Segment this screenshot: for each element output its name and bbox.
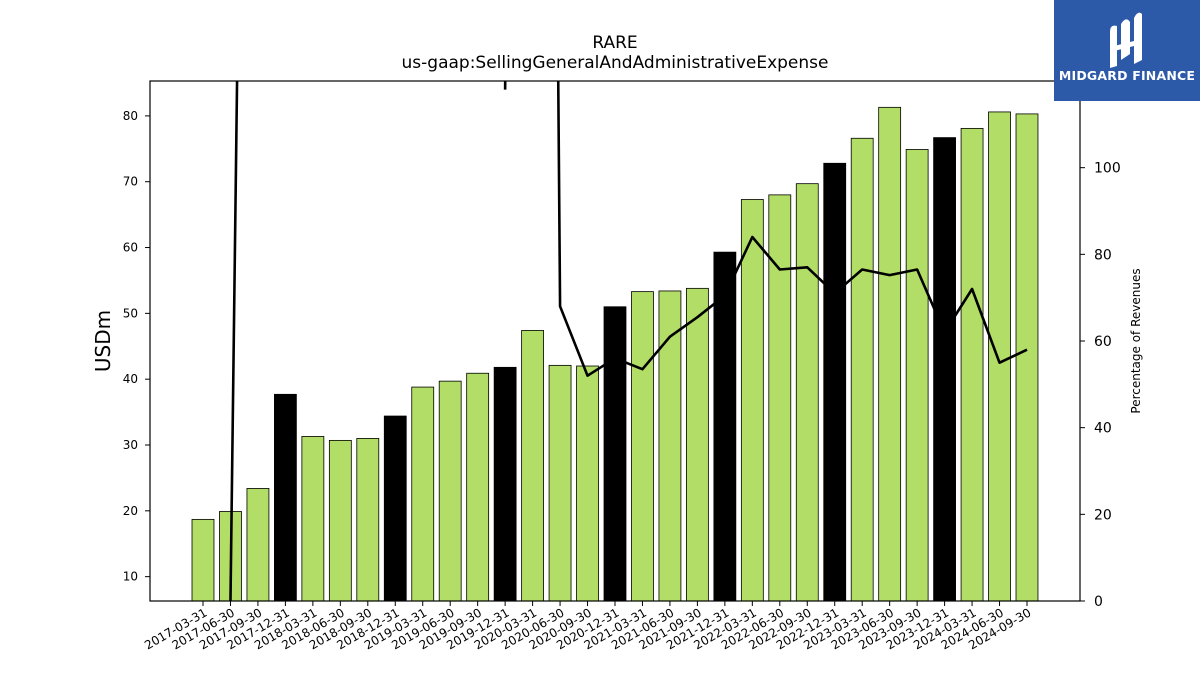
bar bbox=[521, 330, 544, 602]
x-axis: 2017-03-312017-06-302017-09-302017-12-31… bbox=[142, 601, 1034, 652]
y-tick-label: 80 bbox=[123, 109, 138, 123]
line-layer bbox=[229, 81, 1028, 601]
bar bbox=[631, 291, 654, 602]
bar bbox=[603, 306, 627, 602]
bar bbox=[576, 365, 599, 602]
y-tick-label: 40 bbox=[123, 372, 138, 386]
bar bbox=[274, 393, 297, 602]
bar bbox=[686, 287, 709, 602]
bar bbox=[246, 488, 270, 602]
y2-axis-label: Percentage of Revenues bbox=[1129, 268, 1143, 413]
bar bbox=[823, 162, 847, 602]
chart-title: RARE bbox=[592, 33, 637, 53]
y2-tick-label: 60 bbox=[1094, 334, 1112, 350]
y-tick-label: 20 bbox=[123, 504, 138, 518]
y-tick-label: 30 bbox=[123, 438, 138, 452]
bar bbox=[383, 415, 407, 602]
chart-subtitle: us-gaap:SellingGeneralAndAdministrativeE… bbox=[402, 53, 829, 73]
bar bbox=[988, 111, 1011, 602]
bar bbox=[328, 439, 352, 602]
bar bbox=[795, 183, 819, 602]
bar bbox=[740, 199, 764, 602]
y-axis: 10 20 30 40 50 60 70 80 bbox=[123, 109, 150, 584]
logo-text: MIDGARD FINANCE bbox=[1058, 68, 1196, 83]
y2-tick-label: 0 bbox=[1094, 594, 1103, 610]
y-tick-label: 60 bbox=[123, 241, 138, 255]
y-axis-label: USDm bbox=[91, 310, 115, 372]
bar bbox=[933, 137, 956, 602]
bar bbox=[356, 438, 380, 602]
bar bbox=[1015, 113, 1039, 602]
y-tick-label: 70 bbox=[123, 175, 138, 189]
bar bbox=[548, 364, 572, 602]
y2-tick-label: 40 bbox=[1094, 421, 1112, 437]
y2-tick-label: 20 bbox=[1094, 507, 1112, 523]
bar bbox=[878, 106, 902, 602]
logo-mark-icon bbox=[1110, 12, 1142, 69]
bar bbox=[850, 137, 874, 602]
bars-layer bbox=[191, 106, 1039, 602]
bar bbox=[713, 251, 737, 602]
bar bbox=[301, 436, 325, 602]
y2-tick-label: 100 bbox=[1094, 161, 1121, 177]
bar bbox=[493, 366, 517, 602]
y-tick-label: 10 bbox=[123, 570, 138, 584]
bar bbox=[768, 194, 792, 602]
y-tick-label: 50 bbox=[123, 306, 138, 320]
bar bbox=[191, 518, 215, 602]
y2-axis: 0 20 40 60 80 100 bbox=[1080, 161, 1121, 610]
bar bbox=[960, 127, 984, 602]
y2-tick-label: 80 bbox=[1094, 247, 1112, 263]
bar bbox=[411, 386, 435, 602]
bar bbox=[466, 372, 490, 602]
bar bbox=[438, 380, 462, 602]
brand-logo: MIDGARD FINANCE bbox=[1054, 0, 1200, 101]
bar bbox=[905, 149, 929, 602]
percentage-line bbox=[229, 81, 1028, 601]
